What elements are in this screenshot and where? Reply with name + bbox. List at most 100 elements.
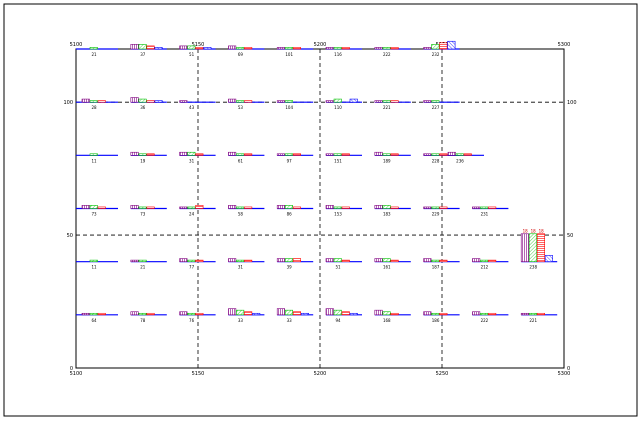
glyph-bar: [439, 153, 448, 156]
glyph-bar: [179, 151, 188, 156]
glyph-label: 183: [383, 212, 391, 217]
glyph-bar: [325, 47, 334, 50]
glyph-bar: [382, 258, 391, 262]
glyph-bar: [374, 151, 383, 156]
glyph-label: 236: [456, 158, 464, 163]
glyph-bar: [244, 47, 253, 50]
glyph-bar: [374, 100, 383, 103]
glyph-bar: [447, 151, 456, 156]
glyph-bar: [276, 47, 286, 50]
glyph-bar: [81, 205, 90, 209]
outer-frame: [3, 3, 638, 417]
glyph-label: 222: [383, 52, 391, 57]
glyph-bar: [154, 100, 163, 103]
glyph-bar: [187, 312, 196, 316]
glyph-bar: [520, 233, 530, 262]
x-tick-label-top: 5300: [558, 42, 571, 48]
glyph-bar: [431, 100, 440, 103]
glyph-bar: [284, 205, 294, 209]
glyph-label: 11: [91, 265, 97, 270]
glyph-bar: [284, 258, 294, 262]
glyph-label: 58: [238, 212, 244, 217]
glyph-bar: [382, 311, 391, 316]
glyph-bar: [480, 312, 489, 316]
glyph-label: 187: [432, 265, 440, 270]
glyph-bar: [382, 47, 391, 50]
glyph-bar: [195, 205, 204, 209]
glyph-bar: [179, 311, 188, 316]
glyph-bar: [154, 47, 163, 50]
glyph-bar: [236, 206, 245, 209]
glyph-bar: [187, 151, 196, 156]
x-tick-label-bottom: 5150: [192, 371, 205, 377]
glyph-bar: [228, 308, 237, 316]
glyph-bar: [195, 153, 204, 156]
glyph-bar: [325, 100, 334, 103]
glyph-label: 94: [335, 318, 341, 323]
glyph-bar: [228, 205, 237, 209]
glyph-bar: [431, 44, 440, 50]
y-tick-label-right: 0: [567, 366, 570, 372]
glyph-bar: [325, 205, 334, 209]
glyph-label: 53: [238, 105, 244, 110]
x-tick-label-top: 5100: [70, 42, 83, 48]
glyph-bar: [195, 312, 204, 316]
glyph-bar: [333, 98, 342, 103]
x-tick-label-bottom: 5100: [70, 371, 83, 377]
x-tick-label-bottom: 5300: [558, 371, 571, 377]
x-tick-label-bottom: 5200: [314, 371, 327, 377]
glyph-label: 104: [285, 105, 293, 110]
glyph-bar: [472, 206, 481, 209]
glyph-bar: [463, 153, 472, 156]
glyph-bar: [292, 47, 302, 50]
glyph-bar: [138, 259, 147, 262]
glyph-bar: [284, 309, 294, 316]
glyph-label: 222: [481, 318, 489, 323]
glyph-bar: [228, 258, 237, 262]
glyph-label: 73: [91, 212, 97, 217]
glyph-bar: [146, 312, 155, 316]
glyph-bar: [236, 153, 245, 156]
glyph-bar: [89, 47, 98, 50]
glyph-bar: [146, 45, 155, 50]
y-tick-label-left: 50: [67, 233, 73, 239]
glyph-bar: [252, 312, 261, 316]
glyph-bar: [536, 233, 546, 262]
y-tick-label-right: 100: [567, 100, 577, 106]
glyph-bar: [138, 44, 147, 50]
glyph-bar: [97, 206, 106, 209]
glyph-bar: [390, 206, 399, 209]
glyph-bar: [520, 312, 530, 316]
x-tick-label-top: 5200: [314, 42, 327, 48]
glyph-bar: [341, 153, 350, 156]
glyph-bar: [488, 206, 497, 209]
glyph-bar: [276, 100, 286, 103]
glyph-label: 28: [91, 105, 97, 110]
glyph-bar: [300, 312, 310, 316]
x-tick-label-bottom: 5250: [436, 371, 449, 377]
glyph-label: 97: [287, 158, 293, 163]
glyph-bar: [89, 312, 98, 316]
glyph-label: 39: [287, 265, 293, 270]
glyph-bar: [431, 206, 440, 209]
glyph-label: 151: [334, 158, 342, 163]
glyph-label: 161: [383, 265, 391, 270]
glyph-label: 31: [189, 158, 195, 163]
glyph-bar: [431, 153, 440, 156]
glyph-bar: [236, 100, 245, 103]
glyph-bar: [528, 233, 538, 262]
glyph-label: 77: [189, 265, 195, 270]
glyph-bar: [480, 206, 489, 209]
glyph-bar: [390, 100, 399, 103]
glyph-bar: [89, 205, 98, 209]
glyph-bar: [341, 259, 350, 262]
y-tick-label-left: 100: [63, 100, 73, 106]
glyph-bar: [447, 40, 456, 50]
glyph-bar: [390, 312, 399, 316]
glyph-bar: [382, 205, 391, 209]
glyph-bar: [349, 312, 358, 316]
glyph-bar: [244, 153, 253, 156]
glyph-bar: [97, 312, 106, 316]
glyph-bar: [423, 311, 432, 316]
